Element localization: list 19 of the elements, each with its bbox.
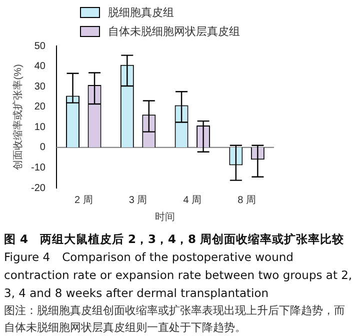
x-tick-label: 3 周	[128, 194, 148, 206]
y-tick-label: 50	[34, 40, 46, 52]
legend-label: 自体未脱细胞网状层真皮组	[108, 24, 240, 38]
x-tick-label: 2 周	[74, 194, 93, 206]
y-tick-label: 10	[34, 122, 46, 133]
y-tick-label: -20	[31, 182, 46, 194]
y-tick-label: -10	[31, 162, 46, 174]
y-tick-label: 30	[34, 81, 46, 92]
x-tick-label: 4 周	[183, 194, 202, 206]
y-tick-label: 0	[40, 142, 46, 154]
y-tick-label: 20	[34, 102, 46, 113]
y-tick-label: 40	[34, 61, 46, 72]
text: Figure 4 Comparison of the postoperative wound contraction rate or expansion rate between two groups at 2, 3, 4 and 8 weeks after dermal transplantation	[4, 249, 354, 302]
y-axis-title: 创面收缩率或扩张率(%)	[12, 64, 24, 170]
text: 图注：脱细胞真皮组创面收缩率或扩张率表现出现上升后下降趋势，而自体未脱细胞网状层真皮组则一直处于下降趋势。	[4, 303, 346, 336]
x-axis-title: 时间	[154, 210, 176, 224]
text: 图 4 两组大鼠植皮后 2，3，4，8 周创面收缩率或扩张率比较	[4, 231, 346, 248]
legend-label: 脱细胞真皮组	[108, 4, 174, 20]
x-tick-label: 8 周	[238, 194, 256, 206]
